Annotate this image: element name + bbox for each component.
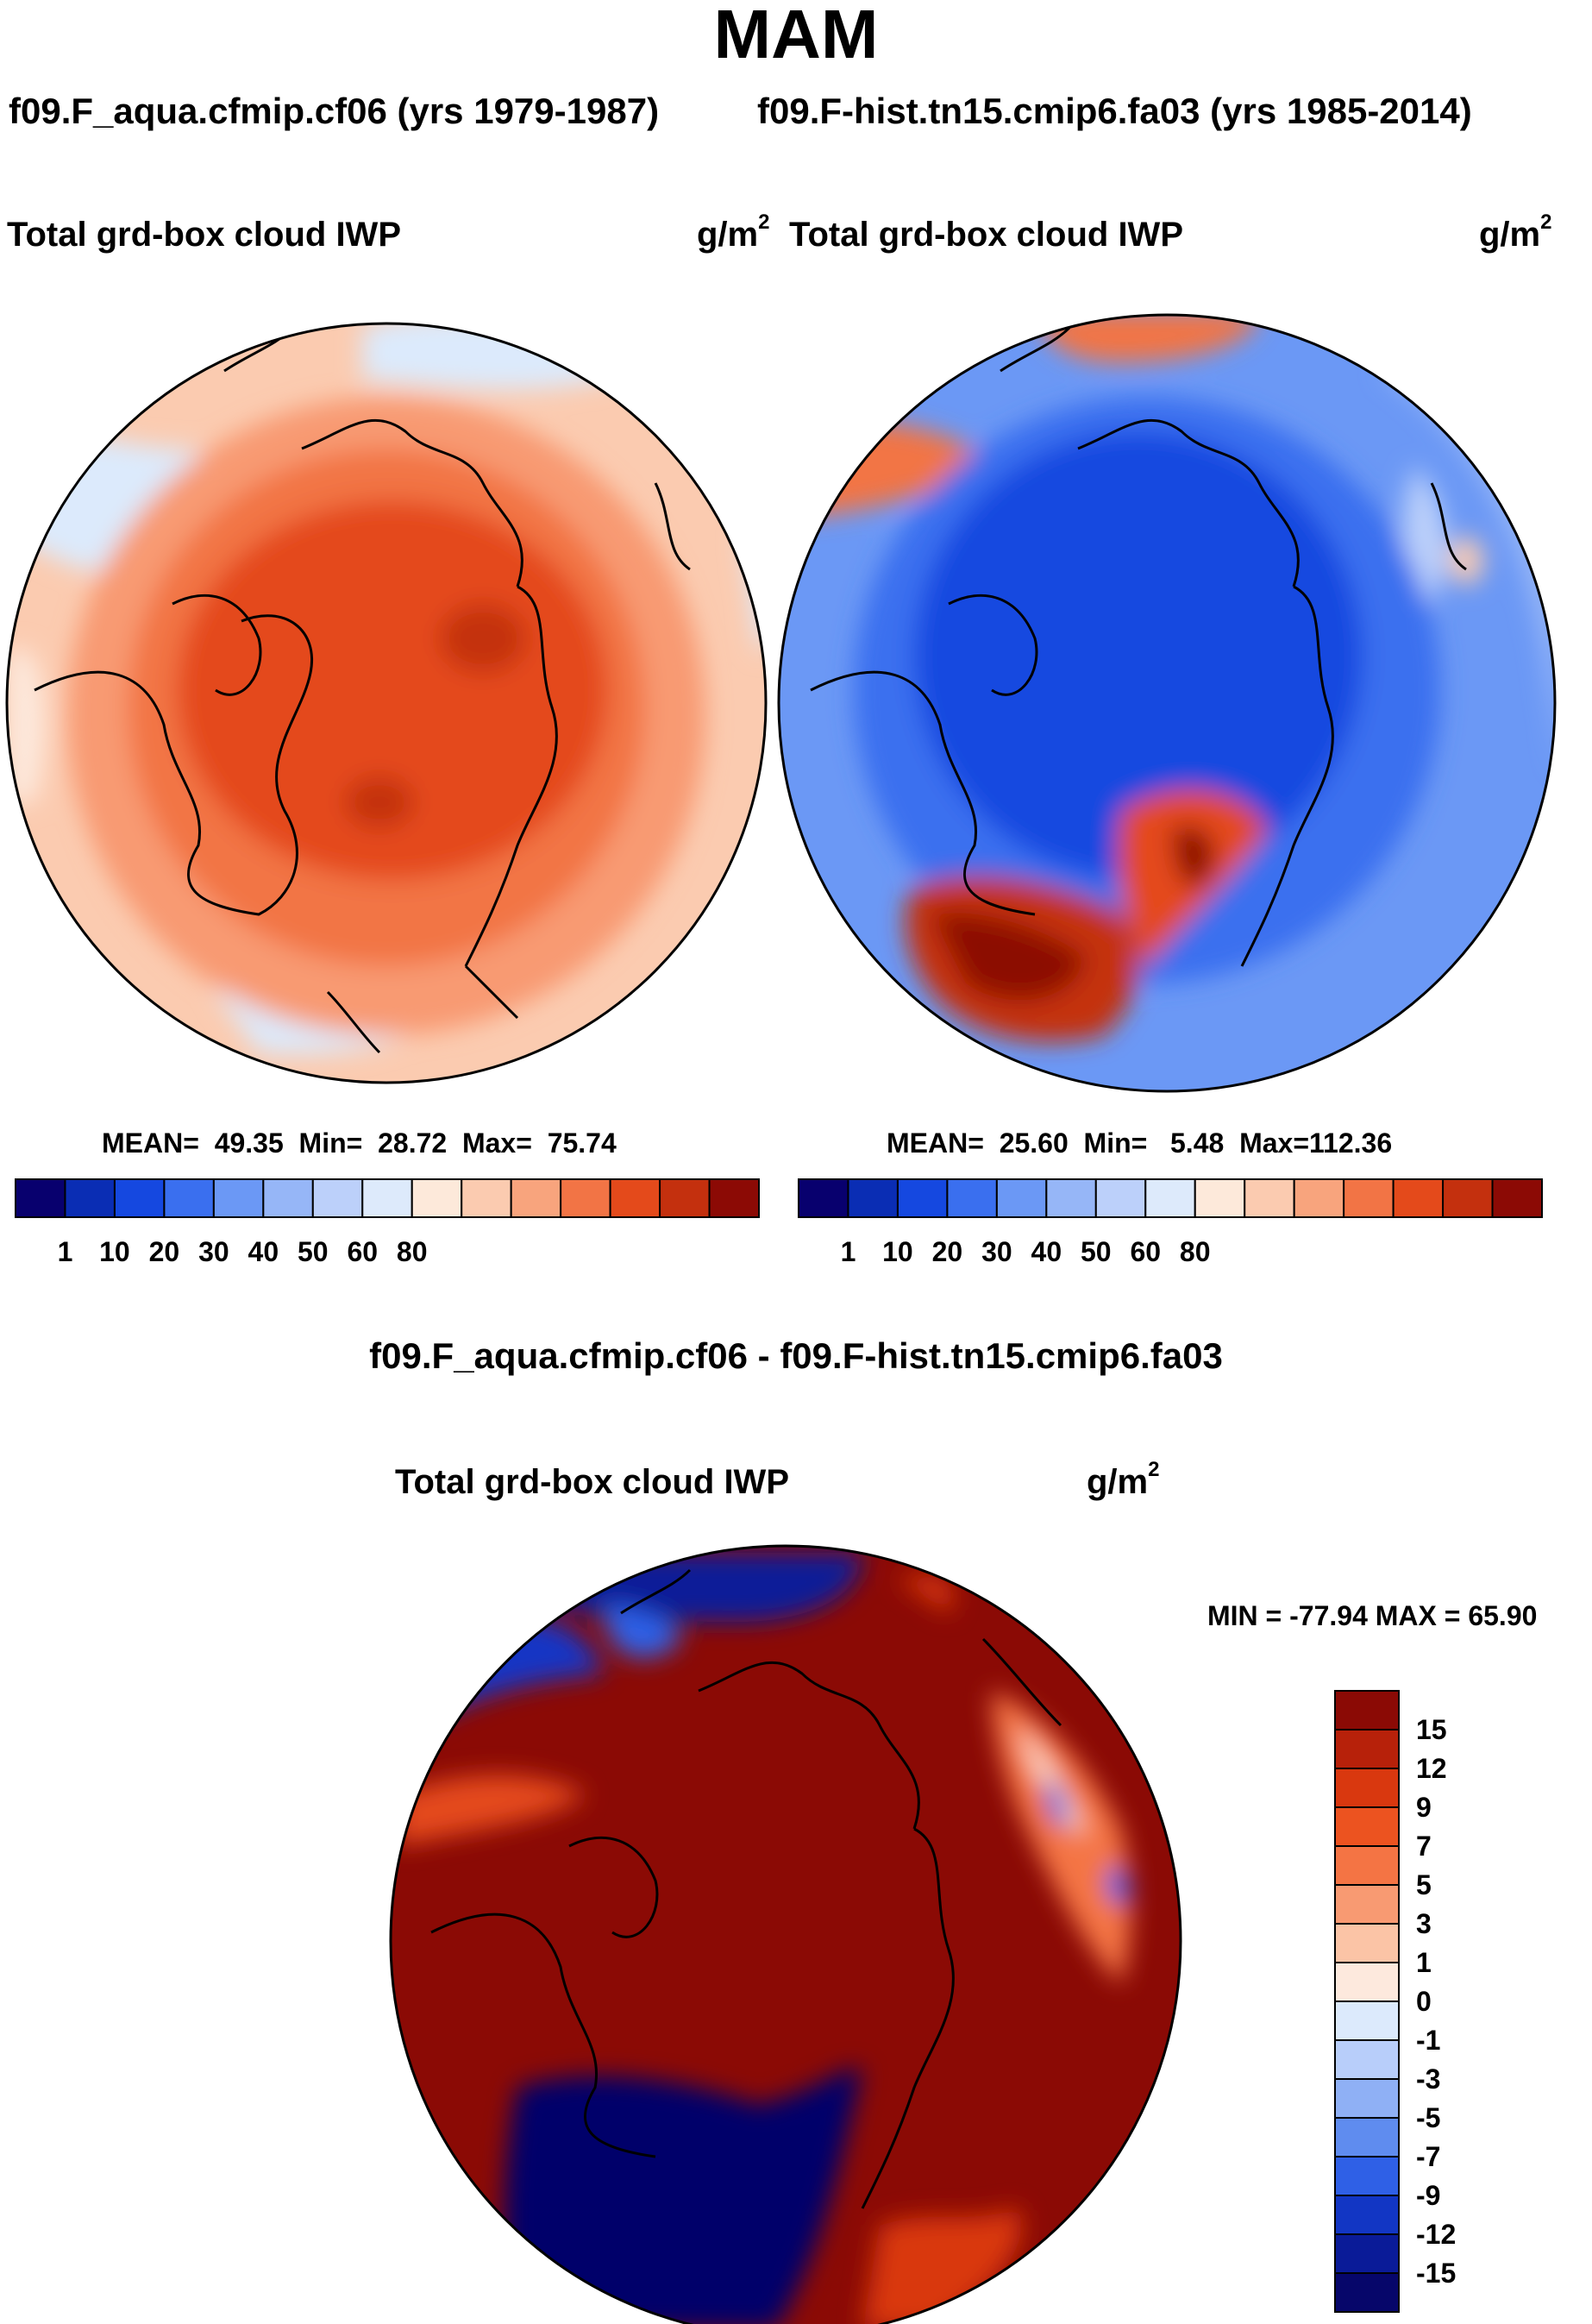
colorbar-swatch xyxy=(1334,1923,1400,1963)
colorbar-tick-label: 50 xyxy=(298,1236,329,1267)
colorbar-tick-label: 80 xyxy=(397,1236,428,1267)
colorbar-swatch xyxy=(560,1178,611,1218)
colorbar-tick-label: 3 xyxy=(1416,1908,1432,1939)
colorbar-swatch xyxy=(896,1178,949,1218)
colorbar-swatch xyxy=(609,1178,661,1218)
colorbar-tick-label: 9 xyxy=(1416,1792,1432,1823)
colorbar-swatch xyxy=(1334,1768,1400,1808)
colorbar-swatch xyxy=(461,1178,512,1218)
colorbar-tick-label: 50 xyxy=(1081,1236,1112,1267)
colorbar-swatch xyxy=(1334,1690,1400,1730)
diff-map xyxy=(389,1544,1182,2324)
right-colorbar: 1 10 20 30 40 50 60 80 xyxy=(798,1178,1543,1267)
colorbar-swatch xyxy=(64,1178,116,1218)
colorbar-swatch xyxy=(361,1178,413,1218)
colorbar-swatch xyxy=(1334,2039,1400,2080)
colorbar-tick-label: 1 xyxy=(1416,1947,1432,1978)
colorbar-swatch xyxy=(1334,2233,1400,2274)
colorbar-swatch xyxy=(1392,1178,1445,1218)
colorbar-tick-label: 12 xyxy=(1416,1753,1447,1784)
diff-variable-label: Total grd-box cloud IWP xyxy=(395,1463,789,1501)
colorbar-swatch xyxy=(1244,1178,1295,1218)
colorbar-swatch xyxy=(1293,1178,1345,1218)
colorbar-swatch xyxy=(311,1178,364,1218)
colorbar-swatch xyxy=(1334,2272,1400,2313)
colorbar-tick-label: 1 xyxy=(58,1236,73,1267)
colorbar-tick-label: 15 xyxy=(1416,1714,1447,1745)
colorbar-swatch xyxy=(212,1178,265,1218)
left-stats: MEAN= 49.35 Min= 28.72 Max= 75.74 xyxy=(102,1127,617,1159)
colorbar-tick-label: 20 xyxy=(149,1236,180,1267)
left-map xyxy=(5,322,768,1084)
colorbar-swatch xyxy=(1442,1178,1494,1218)
diff-minmax: MIN = -77.94 MAX = 65.90 xyxy=(1207,1600,1538,1631)
right-variable-label: Total grd-box cloud IWP xyxy=(789,216,1183,254)
colorbar-tick-label: 30 xyxy=(981,1236,1012,1267)
colorbar-swatch xyxy=(262,1178,314,1218)
colorbar-swatch xyxy=(1194,1178,1246,1218)
right-map xyxy=(777,313,1557,1093)
colorbar-tick-label: -12 xyxy=(1416,2219,1456,2250)
colorbar-swatch xyxy=(1491,1178,1543,1218)
colorbar-swatch xyxy=(411,1178,463,1218)
colorbar-swatch xyxy=(659,1178,711,1218)
colorbar-tick-label: 7 xyxy=(1416,1831,1432,1862)
colorbar-tick-label: -3 xyxy=(1416,2063,1440,2095)
colorbar-swatch xyxy=(15,1178,66,1218)
colorbar-tick-label: 60 xyxy=(347,1236,378,1267)
colorbar-tick-label: -5 xyxy=(1416,2102,1440,2133)
case1-title: f09.F_aqua.cfmip.cf06 (yrs 1979-1987) xyxy=(9,91,660,131)
colorbar-swatch xyxy=(1343,1178,1395,1218)
colorbar-tick-label: -1 xyxy=(1416,2025,1440,2056)
colorbar-swatch xyxy=(1334,2001,1400,2041)
colorbar-tick-label: 40 xyxy=(1031,1236,1062,1267)
colorbar-tick-label: 40 xyxy=(248,1236,279,1267)
colorbar-tick-label: 1 xyxy=(841,1236,856,1267)
figure-title: MAM xyxy=(713,0,879,72)
colorbar-swatch xyxy=(1334,1806,1400,1847)
colorbar-tick-label: 30 xyxy=(198,1236,229,1267)
colorbar-swatch xyxy=(946,1178,998,1218)
colorbar-swatch xyxy=(847,1178,899,1218)
colorbar-swatch xyxy=(1334,2195,1400,2235)
colorbar-tick-label: -15 xyxy=(1416,2258,1456,2289)
colorbar-tick-label: 5 xyxy=(1416,1869,1432,1900)
left-variable-label: Total grd-box cloud IWP xyxy=(7,216,401,254)
colorbar-tick-label: -9 xyxy=(1416,2180,1440,2211)
colorbar-swatch xyxy=(1334,2156,1400,2196)
colorbar-swatch xyxy=(1144,1178,1196,1218)
left-units-label: g/m2 xyxy=(697,210,770,254)
colorbar-swatch xyxy=(708,1178,760,1218)
colorbar-tick-label: -7 xyxy=(1416,2141,1440,2172)
colorbar-swatch xyxy=(1334,1845,1400,1886)
colorbar-swatch xyxy=(1334,2078,1400,2119)
left-colorbar: 1 10 20 30 40 50 60 80 xyxy=(15,1178,760,1267)
colorbar-swatch xyxy=(995,1178,1048,1218)
colorbar-swatch xyxy=(798,1178,849,1218)
colorbar-tick-label: 0 xyxy=(1416,1986,1432,2017)
diff-units-label: g/m2 xyxy=(1087,1458,1160,1501)
colorbar-swatch xyxy=(510,1178,562,1218)
colorbar-swatch xyxy=(1334,1962,1400,2002)
colorbar-tick-label: 10 xyxy=(882,1236,913,1267)
diff-title: f09.F_aqua.cfmip.cf06 - f09.F-hist.tn15.… xyxy=(369,1335,1223,1376)
colorbar-tick-label: 10 xyxy=(99,1236,130,1267)
colorbar-swatch xyxy=(1045,1178,1097,1218)
colorbar-tick-label: 60 xyxy=(1130,1236,1161,1267)
colorbar-swatch xyxy=(1334,2117,1400,2158)
colorbar-swatch xyxy=(163,1178,215,1218)
colorbar-swatch xyxy=(1334,1884,1400,1925)
colorbar-tick-label: 20 xyxy=(932,1236,963,1267)
colorbar-swatch xyxy=(1094,1178,1147,1218)
colorbar-swatch xyxy=(113,1178,166,1218)
colorbar-tick-label: 80 xyxy=(1180,1236,1211,1267)
case2-title: f09.F-hist.tn15.cmip6.fa03 (yrs 1985-201… xyxy=(757,91,1472,131)
right-stats: MEAN= 25.60 Min= 5.48 Max=112.36 xyxy=(887,1127,1393,1159)
colorbar-swatch xyxy=(1334,1729,1400,1769)
diff-colorbar: 15 12 9 7 5 3 1 0 -1 -3 -5 -7 -9 -12 -15 xyxy=(1334,1690,1456,2313)
right-units-label: g/m2 xyxy=(1479,210,1552,254)
